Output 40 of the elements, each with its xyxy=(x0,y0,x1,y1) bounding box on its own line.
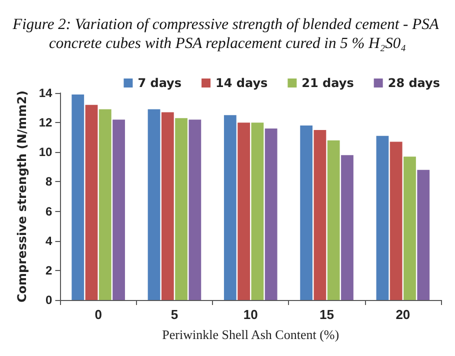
bar xyxy=(112,120,125,300)
bar xyxy=(376,136,389,300)
x-axis-title: Periwinkle Shell Ash Content (%) xyxy=(162,327,340,342)
bar xyxy=(404,156,416,300)
bar xyxy=(314,130,326,300)
legend-label: 7 days xyxy=(138,76,182,90)
bar xyxy=(188,120,202,300)
x-tick-label: 0 xyxy=(94,307,102,322)
chart-title: Figure 2: Variation of compressive strength of blended cement - PSA concrete cubes with PSA replacement cured in 5 % H₂S0₄ xyxy=(12,16,442,52)
bar xyxy=(238,122,250,300)
bar xyxy=(98,109,112,300)
bar xyxy=(417,170,430,300)
bar xyxy=(264,128,278,300)
bar xyxy=(72,94,84,300)
y-tick-label: 0 xyxy=(46,293,53,307)
y-tick-label: 10 xyxy=(38,145,53,160)
bar xyxy=(148,109,160,300)
y-tick-label: 2 xyxy=(46,263,53,278)
y-tick-label: 6 xyxy=(46,204,53,218)
bar xyxy=(300,126,313,300)
y-axis-title: Compressive strength (N/mm2) xyxy=(15,90,29,303)
bar xyxy=(161,112,174,300)
legend-label: 21 days xyxy=(302,76,354,90)
y-tick-label: 4 xyxy=(46,234,53,248)
bar xyxy=(390,142,402,300)
bar xyxy=(327,140,340,300)
legend-label: 28 days xyxy=(388,76,440,90)
y-tick-label: 12 xyxy=(38,116,53,130)
x-tick-label: 15 xyxy=(320,307,334,322)
bar xyxy=(251,122,264,300)
bar xyxy=(341,155,354,300)
x-tick-label: 10 xyxy=(243,307,258,322)
legend-label: 14 days xyxy=(216,76,268,90)
bar xyxy=(224,115,236,300)
y-tick-label: 8 xyxy=(46,174,53,189)
bar xyxy=(175,118,188,300)
x-tick-label: 5 xyxy=(170,307,178,322)
x-tick-label: 20 xyxy=(396,307,410,322)
bar xyxy=(85,104,98,300)
y-tick-label: 14 xyxy=(38,86,53,100)
